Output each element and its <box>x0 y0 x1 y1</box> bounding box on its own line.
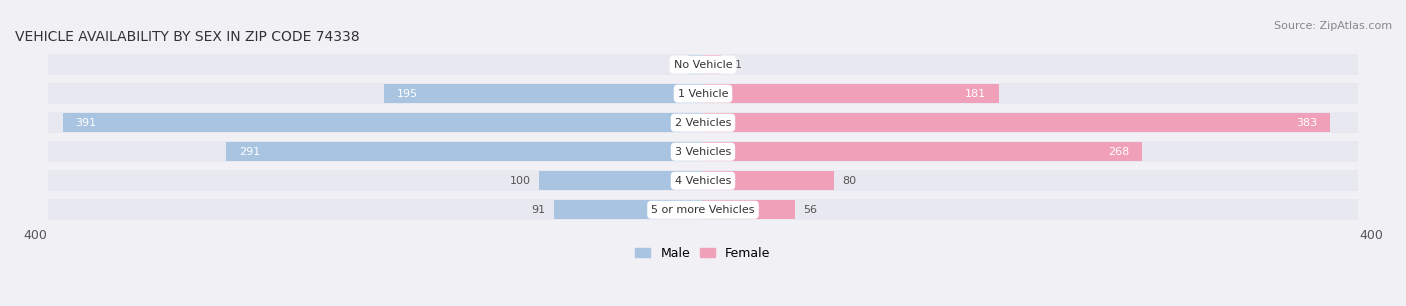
Text: No Vehicle: No Vehicle <box>673 60 733 70</box>
Bar <box>48 170 703 191</box>
Text: 400: 400 <box>1360 229 1384 242</box>
Text: 291: 291 <box>239 147 260 157</box>
Bar <box>226 142 703 161</box>
Bar <box>703 55 721 74</box>
Bar <box>703 84 1000 103</box>
Bar <box>703 170 1358 191</box>
Bar <box>703 142 1142 161</box>
Text: 9: 9 <box>673 60 681 70</box>
Bar <box>703 83 1358 104</box>
Bar <box>703 112 1358 133</box>
Text: 391: 391 <box>76 118 97 128</box>
Text: 11: 11 <box>730 60 744 70</box>
Text: 5 or more Vehicles: 5 or more Vehicles <box>651 205 755 215</box>
Bar <box>703 141 1358 162</box>
Bar <box>384 84 703 103</box>
Text: 3 Vehicles: 3 Vehicles <box>675 147 731 157</box>
Bar <box>689 55 703 74</box>
Text: Source: ZipAtlas.com: Source: ZipAtlas.com <box>1274 21 1392 32</box>
Bar <box>48 112 703 133</box>
Bar <box>703 171 834 190</box>
Text: 383: 383 <box>1296 118 1317 128</box>
Bar <box>703 114 1330 132</box>
Bar <box>48 199 703 220</box>
Text: 195: 195 <box>396 89 418 99</box>
Bar <box>703 54 1358 75</box>
Text: VEHICLE AVAILABILITY BY SEX IN ZIP CODE 74338: VEHICLE AVAILABILITY BY SEX IN ZIP CODE … <box>15 30 360 44</box>
Text: 1 Vehicle: 1 Vehicle <box>678 89 728 99</box>
Bar <box>703 200 794 219</box>
Bar <box>538 171 703 190</box>
Bar <box>48 141 703 162</box>
Text: 91: 91 <box>531 205 546 215</box>
Bar <box>554 200 703 219</box>
Text: 4 Vehicles: 4 Vehicles <box>675 176 731 186</box>
Text: 2 Vehicles: 2 Vehicles <box>675 118 731 128</box>
Bar <box>62 114 703 132</box>
Bar <box>703 199 1358 220</box>
Text: 181: 181 <box>966 89 987 99</box>
Text: 268: 268 <box>1108 147 1129 157</box>
Bar <box>48 54 703 75</box>
Text: 80: 80 <box>842 176 856 186</box>
Legend: Male, Female: Male, Female <box>630 242 776 265</box>
Text: 400: 400 <box>22 229 46 242</box>
Text: 100: 100 <box>510 176 531 186</box>
Text: 56: 56 <box>803 205 817 215</box>
Bar <box>48 83 703 104</box>
